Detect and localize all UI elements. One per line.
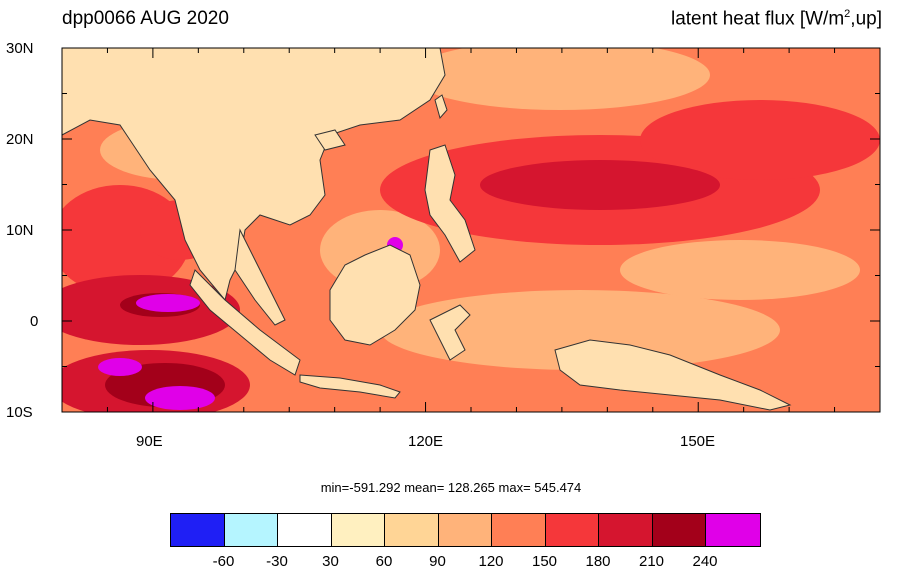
variable-title: latent heat flux [W/m2,up] xyxy=(670,8,882,30)
colorbar-swatch xyxy=(171,514,225,546)
colorbar-label: 90 xyxy=(429,553,446,570)
field-light-area xyxy=(380,290,780,370)
sulawesi-island xyxy=(429,304,471,361)
colorbar-label: 60 xyxy=(375,553,393,570)
colorbar-swatch xyxy=(492,514,546,546)
field-strong-area xyxy=(640,100,880,180)
colorbar-label: 180 xyxy=(585,553,611,570)
lon-label: 150E xyxy=(680,433,716,450)
hainan-island xyxy=(314,129,346,151)
colorbar-label: -30 xyxy=(266,553,288,570)
lat-label: 10S xyxy=(6,404,33,421)
latent-heat-flux-map xyxy=(61,47,881,413)
colorbar-label: 150 xyxy=(531,553,558,570)
colorbar-swatch xyxy=(278,514,332,546)
sumatra-island xyxy=(189,269,301,376)
borneo-island xyxy=(329,244,421,346)
field-maximum-area xyxy=(136,294,200,312)
colorbar xyxy=(170,513,761,547)
lat-label: 0 xyxy=(30,313,39,330)
field-maximum-area xyxy=(98,358,142,376)
land-masses xyxy=(62,48,792,411)
field-strong-area xyxy=(480,160,720,210)
field-light-area xyxy=(410,48,710,110)
colorbar-label: -60 xyxy=(212,553,235,570)
field-maximum-area xyxy=(145,386,215,410)
colorbar-label: 210 xyxy=(638,553,665,570)
axis-ticks xyxy=(61,47,881,413)
colorbar-label: 30 xyxy=(322,553,339,570)
colorbar-swatch xyxy=(545,514,599,546)
colorbar-swatch xyxy=(385,514,439,546)
java-island xyxy=(299,374,401,399)
colorbar-swatch xyxy=(706,514,760,546)
lat-label: 20N xyxy=(6,131,34,148)
colorbar-swatch xyxy=(331,514,385,546)
philippines-islands xyxy=(424,144,476,263)
colorbar-swatch xyxy=(652,514,706,546)
stats-text: min=-591.292 mean= 128.265 max= 545.474 xyxy=(320,480,582,495)
field-light-area xyxy=(620,240,860,300)
lon-label: 120E xyxy=(408,433,444,450)
colorbar-swatch xyxy=(599,514,653,546)
colorbar-label: 120 xyxy=(478,553,504,570)
colorbar-swatch xyxy=(438,514,492,546)
taiwan-island xyxy=(434,94,448,120)
lon-label: 90E xyxy=(136,433,163,450)
malay-peninsula xyxy=(234,228,286,326)
lat-label: 30N xyxy=(6,40,34,57)
colorbar-swatch xyxy=(224,514,278,546)
asia-mainland xyxy=(62,48,446,302)
new-guinea-island xyxy=(554,339,792,411)
map-title: dpp0066 AUG 2020 xyxy=(62,8,229,29)
lat-label: 10N xyxy=(6,222,34,239)
colorbar-label: 240 xyxy=(692,553,718,570)
